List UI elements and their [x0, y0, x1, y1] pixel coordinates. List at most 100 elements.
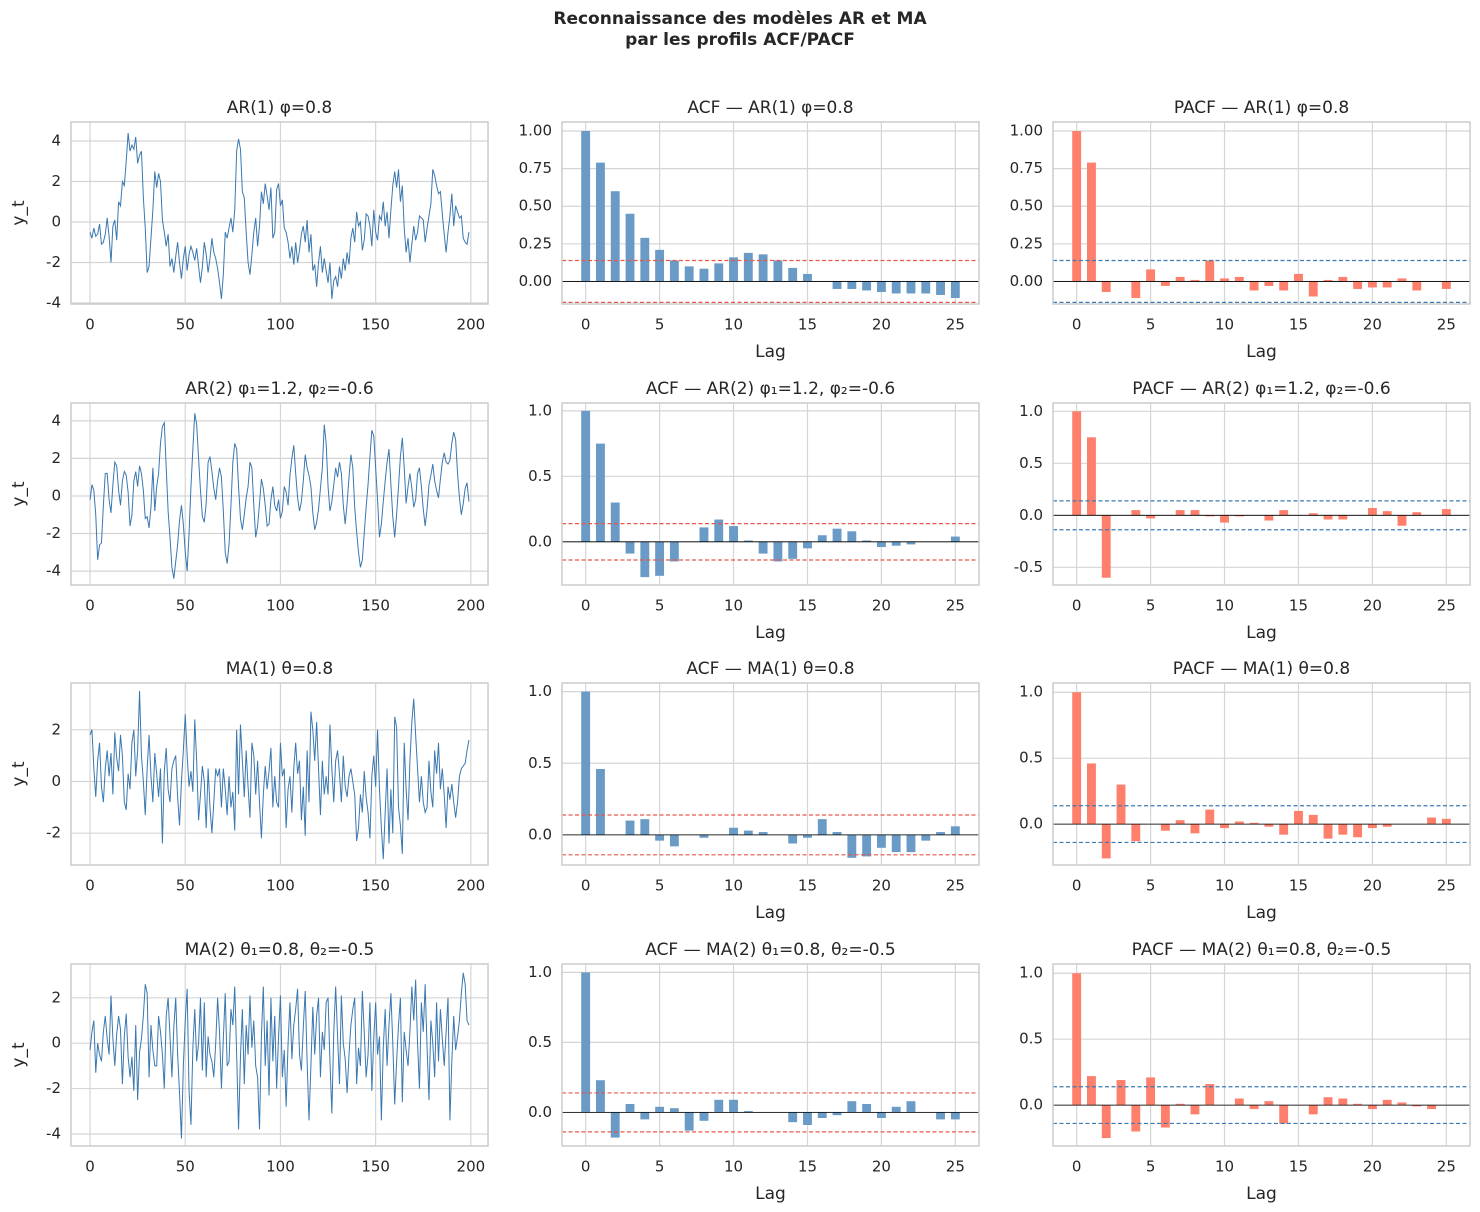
x-axis-label: Lag [1246, 1184, 1277, 1204]
x-tick-label: 50 [176, 877, 195, 895]
y-tick-label: 0.75 [519, 159, 552, 177]
plot-frame [1052, 121, 1471, 305]
plot-frame [1052, 402, 1471, 586]
y-tick-label: 0.0 [528, 825, 552, 843]
x-tick-label: 0 [85, 316, 95, 334]
bar [640, 1112, 650, 1120]
plot-background [1053, 964, 1470, 1146]
bar [1175, 820, 1185, 825]
y-tick-label: 0.50 [1010, 197, 1043, 215]
bar [1205, 1084, 1215, 1106]
bar [596, 162, 605, 282]
bar [1338, 276, 1348, 282]
plot-background [71, 403, 488, 585]
bar [862, 1104, 872, 1113]
bar [1146, 515, 1156, 519]
bar [1382, 511, 1392, 516]
bar [1205, 809, 1215, 825]
bar [743, 830, 753, 835]
bar [803, 1112, 812, 1125]
bar [817, 1112, 827, 1118]
bar [1205, 260, 1215, 282]
bar [906, 281, 916, 294]
subplot: 0.0 0.5 1.0 0 5 10 15 20 25 PACF — MA(1) θ=0.8 Lag [1019, 659, 1471, 923]
bar [1397, 1102, 1407, 1106]
plot-background [1053, 683, 1470, 865]
bar [847, 834, 857, 858]
subplot-title: MA(2) θ₁=0.8, θ₂=-0.5 [185, 940, 375, 960]
bar [655, 1106, 665, 1113]
bar [1116, 784, 1126, 825]
bar [891, 834, 901, 853]
bar [891, 281, 901, 294]
y-tick-label: 0.00 [1010, 272, 1043, 290]
plot-frame [1052, 682, 1471, 866]
bar [1146, 269, 1156, 282]
y-tick-label: 1.0 [528, 682, 552, 700]
bar [832, 528, 842, 542]
bar [921, 834, 931, 841]
bar [625, 213, 635, 282]
figure-title: par les profils ACF/PACF [625, 30, 855, 50]
y-tick-label: 4 [51, 411, 61, 429]
bar [699, 268, 709, 282]
x-tick-label: 150 [361, 316, 390, 334]
bar [1131, 281, 1141, 298]
x-tick-label: 5 [1146, 316, 1156, 334]
y-axis-label: y_t [9, 1042, 29, 1068]
bar [1323, 515, 1333, 520]
x-tick-label: 10 [724, 597, 743, 615]
bar [655, 541, 665, 576]
bar [596, 768, 605, 835]
bar [655, 834, 665, 841]
bar [1412, 1105, 1422, 1107]
x-tick-label: 25 [946, 1158, 965, 1176]
y-tick-label: 0 [51, 772, 61, 790]
bar [936, 832, 945, 835]
bar [714, 1099, 724, 1113]
y-tick-label: 0.0 [1019, 1096, 1043, 1114]
bar [714, 263, 724, 282]
bar [581, 972, 591, 1113]
plot-background [1053, 403, 1470, 585]
bar [1427, 1105, 1436, 1110]
x-tick-label: 150 [361, 1158, 390, 1176]
subplot: -4 -2 0 2 4 0 50 100 150 200 AR(1) φ=0.8 y_t [9, 98, 489, 334]
y-tick-label: 0.5 [1019, 749, 1043, 767]
x-tick-label: 5 [1146, 597, 1156, 615]
x-axis-label: Lag [755, 903, 786, 923]
x-axis-label: Lag [755, 342, 786, 362]
x-tick-label: 25 [1437, 316, 1456, 334]
bar [1353, 824, 1363, 838]
bar [1353, 281, 1363, 289]
bar [936, 281, 945, 295]
bar [1087, 162, 1096, 282]
bar [1367, 281, 1377, 288]
bar [610, 1112, 620, 1138]
y-tick-label: -2 [46, 253, 61, 271]
bar [1131, 824, 1141, 842]
x-tick-label: 0 [85, 877, 95, 895]
bar [1190, 1105, 1200, 1115]
bar [1338, 1098, 1348, 1106]
bar [1190, 824, 1200, 834]
bar [1397, 278, 1407, 282]
plot-frame [561, 121, 980, 305]
x-tick-label: 10 [724, 316, 743, 334]
y-tick-label: -2 [46, 1079, 61, 1097]
bar [581, 691, 591, 835]
bar [1101, 824, 1111, 859]
y-tick-label: 2 [51, 449, 61, 467]
x-axis-label: Lag [1246, 623, 1277, 643]
y-axis-label: y_t [9, 200, 29, 226]
bar [581, 410, 591, 542]
y-tick-label: 1.0 [1019, 683, 1043, 701]
bar [699, 1112, 709, 1121]
x-tick-label: 15 [1289, 597, 1308, 615]
bar [1367, 1105, 1377, 1110]
x-tick-label: 25 [1437, 1158, 1456, 1176]
subplot-title: PACF — AR(2) φ₁=1.2, φ₂=-0.6 [1132, 379, 1390, 399]
subplot-title: ACF — AR(2) φ₁=1.2, φ₂=-0.6 [646, 379, 895, 399]
bar [862, 540, 872, 542]
